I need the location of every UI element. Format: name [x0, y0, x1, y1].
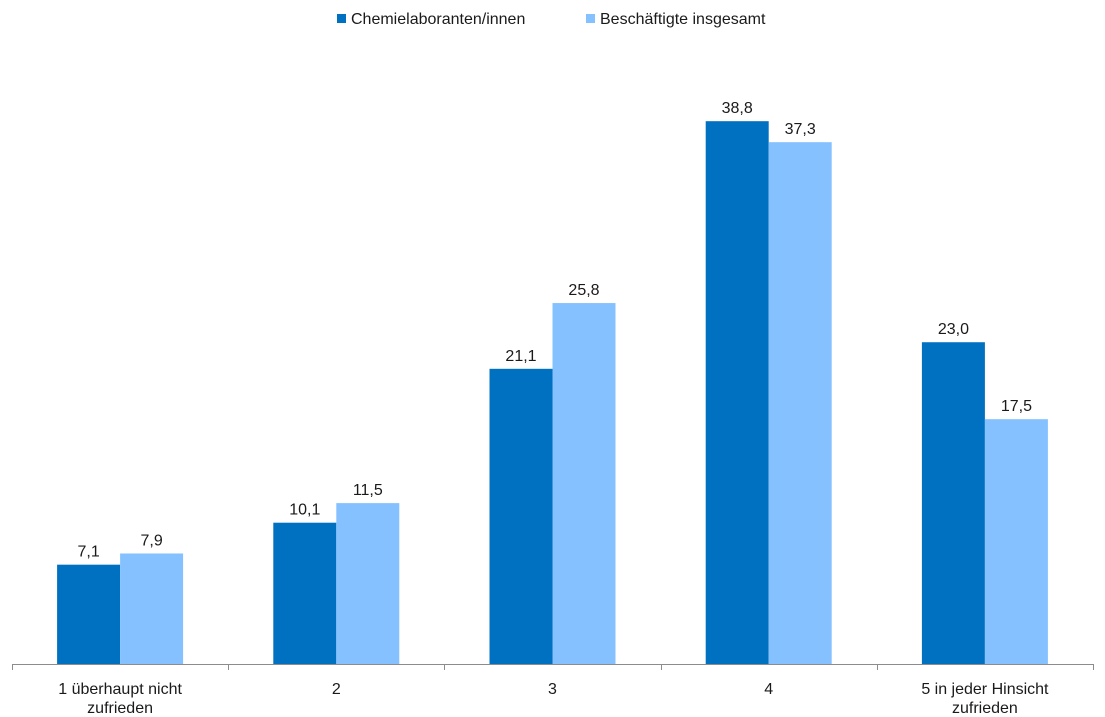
bar-chemielaboranten-innen-cat-5: [921, 342, 985, 664]
bar-chemielaboranten-innen-cat-3: [489, 368, 553, 664]
x-tick-label-1: 1 überhaupt nicht zufrieden: [58, 681, 182, 717]
data-labels: 7,1 7,9 10,1 11,5 21,1 25,8 38,8 37,3 23,0 17,5: [77, 100, 1032, 560]
bar-beschaftigte-insgesamt-cat-4: [768, 142, 832, 665]
data-label-chemielaboranten-innen-cat-3: 21,1: [505, 348, 536, 365]
data-label-chemielaboranten-innen-cat-2: 10,1: [289, 502, 320, 519]
chart-legend: Chemielaboranten/innen Beschäftigte insge…: [337, 11, 766, 28]
data-label-beschaftigte-insgesamt-cat-5: 17,5: [1001, 398, 1032, 415]
x-tick-label-4: 4: [764, 681, 773, 698]
legend-swatch-chemielaboranten-innen: [337, 14, 346, 23]
data-label-beschaftigte-insgesamt-cat-3: 25,8: [568, 282, 599, 299]
bar-groups: [57, 121, 1048, 665]
bar-beschaftigte-insgesamt-cat-2: [336, 503, 400, 664]
x-axis: 1 überhaupt nicht zufrieden 2 3 4 5 in jeder …: [12, 664, 1094, 717]
x-tick-label-3: 3: [548, 681, 557, 698]
bar-beschaftigte-insgesamt-cat-5: [984, 419, 1048, 664]
x-tick-label-2: 2: [332, 681, 341, 698]
legend-label-beschaftigte-insgesamt: Beschäftigte insgesamt: [600, 11, 766, 28]
bar-chemielaboranten-innen-cat-4: [705, 121, 769, 665]
legend-label-chemielaboranten-innen: Chemielaboranten/innen: [351, 11, 525, 28]
legend-swatch-beschaftigte-insgesamt: [586, 14, 595, 23]
data-label-beschaftigte-insgesamt-cat-1: 7,9: [140, 532, 162, 549]
bar-chemielaboranten-innen-cat-2: [273, 522, 337, 664]
data-label-chemielaboranten-innen-cat-5: 23,0: [938, 321, 969, 338]
bar-chemielaboranten-innen-cat-1: [57, 564, 121, 664]
bar-beschaftigte-insgesamt-cat-3: [552, 303, 616, 664]
data-label-beschaftigte-insgesamt-cat-2: 11,5: [353, 482, 383, 499]
data-label-chemielaboranten-innen-cat-4: 38,8: [722, 100, 753, 117]
data-label-chemielaboranten-innen-cat-1: 7,1: [77, 544, 99, 561]
data-label-beschaftigte-insgesamt-cat-4: 37,3: [785, 121, 816, 138]
x-tick-label-5: 5 in jeder Hinsicht zufrieden: [921, 681, 1049, 717]
bar-beschaftigte-insgesamt-cat-1: [120, 553, 184, 664]
